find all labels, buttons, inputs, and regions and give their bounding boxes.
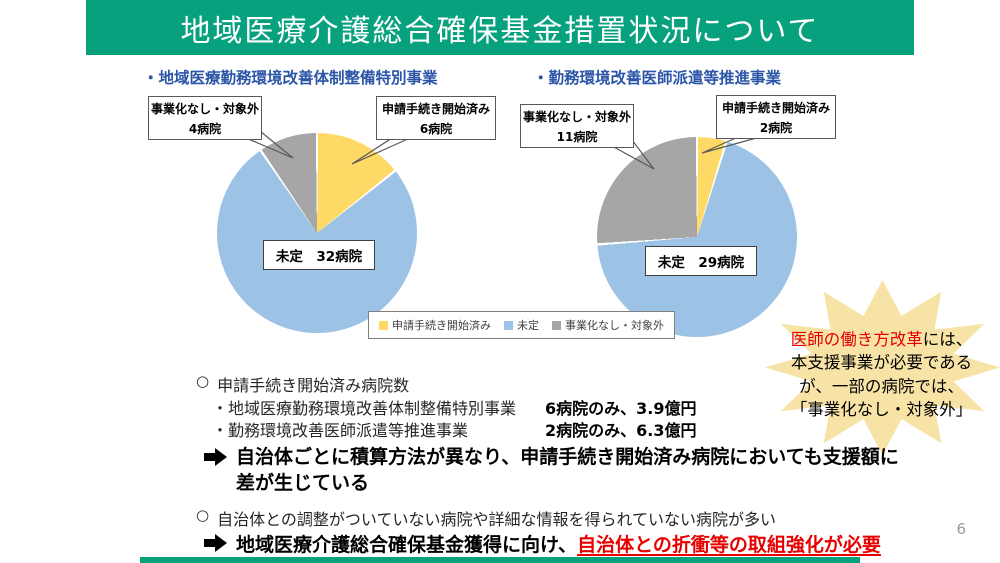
legend-item-started: 申請手続き開始済み — [379, 317, 491, 333]
bullet-coordination: ○ 自治体との調整がついていない病院や詳細な情報を得られていない病院が多い — [196, 506, 776, 530]
starburst-red-phrase: 医師の働き方改革 — [790, 330, 923, 349]
starburst-callout: 医師の働き方改革には、 本支援事業が必要である が、一部の病院では、 「事業化な… — [763, 328, 1000, 422]
legend-swatch-blue-icon — [504, 320, 513, 330]
fund-row-1: ・地域医療勤務環境改善体制整備特別事業 6病院のみ、3.9億円 — [212, 395, 696, 419]
footer-bar — [140, 557, 860, 563]
left-callout-excluded-count: 4病院 — [188, 121, 222, 136]
starburst-shape — [765, 280, 1000, 455]
left-callout-started-count: 6病院 — [419, 121, 453, 136]
starburst-after-red: には、 — [922, 330, 973, 349]
conclusion-arrow-2: 地域医療介護総合確保基金獲得に向け、自治体との折衝等の取組強化が必要 — [204, 530, 881, 557]
bullet2-text: 自治体との調整がついていない病院や詳細な情報を得られていない病院が多い — [217, 510, 776, 529]
legend-label-excluded: 事業化なし・対象外 — [565, 319, 664, 332]
left-callout-started: 申請手続き開始済み 6病院 — [376, 96, 496, 140]
fund-row-1-value: 6病院のみ、3.9億円 — [545, 399, 697, 418]
bullet-started-hospitals: ○ 申請手続き開始済み病院数 — [196, 372, 409, 396]
fund-row-1-label: ・地域医療勤務環境改善体制整備特別事業 — [212, 399, 517, 418]
legend-swatch-yellow-icon — [379, 320, 388, 330]
right-callout-excluded-label: 事業化なし・対象外 — [522, 109, 631, 124]
starburst-line3: が、一部の病院では、 — [799, 376, 964, 396]
left-callout-excluded: 事業化なし・対象外 4病院 — [148, 96, 262, 140]
starburst-line2: 本支援事業が必要である — [790, 353, 973, 373]
right-callout-excluded: 事業化なし・対象外 11病院 — [520, 104, 634, 148]
fund-row-2-label: ・勤務環境改善医師派遣等推進事業 — [212, 421, 469, 440]
legend-label-started: 申請手続き開始済み — [392, 319, 491, 332]
left-pie-center-label: 未定 32病院 — [263, 240, 375, 270]
bullet1-text: 申請手続き開始済み病院数 — [217, 376, 410, 395]
right-arrow-icon — [204, 534, 228, 552]
left-pie-chart — [217, 133, 417, 333]
page-title: 地域医療介護総合確保基金措置状況について — [180, 13, 820, 49]
right-callout-started-count: 2病院 — [759, 120, 793, 135]
circle-bullet-icon: ○ — [196, 372, 210, 390]
fund-row-2-value: 2病院のみ、6.3億円 — [545, 421, 697, 440]
starburst-line4: 「事業化なし・対象外」 — [790, 400, 973, 420]
right-pie-chart — [597, 137, 797, 337]
right-callout-started: 申請手続き開始済み 2病院 — [716, 95, 836, 139]
left-chart-heading: ・地域医療勤務環境改善体制整備特別事業 — [143, 69, 438, 87]
right-callout-started-label: 申請手続き開始済み — [721, 100, 830, 115]
page-number: 6 — [956, 520, 966, 538]
pie-legend: 申請手続き開始済み 未定 事業化なし・対象外 — [368, 311, 675, 339]
arrow1-text: 自治体ごとに積算方法が異なり、申請手続き開始済み病院においても支援額に差が生じて… — [236, 446, 899, 495]
conclusion-arrow-1: 自治体ごとに積算方法が異なり、申請手続き開始済み病院においても支援額に差が生じて… — [204, 444, 904, 496]
legend-swatch-gray-icon — [552, 320, 561, 330]
legend-item-excluded: 事業化なし・対象外 — [552, 317, 664, 333]
legend-label-undecided: 未定 — [517, 319, 539, 332]
arrow2-red-part: 自治体との折衝等の取組強化が必要 — [577, 534, 881, 556]
right-callout-excluded-count: 11病院 — [556, 129, 598, 144]
left-callout-started-label: 申請手続き開始済み — [381, 101, 490, 116]
arrow2-text: 地域医療介護総合確保基金獲得に向け、自治体との折衝等の取組強化が必要 — [236, 530, 881, 557]
legend-item-undecided: 未定 — [504, 317, 539, 333]
circle-bullet-icon: ○ — [196, 506, 210, 524]
arrow2-black-part: 地域医療介護総合確保基金獲得に向け、 — [236, 534, 578, 556]
left-callout-excluded-label: 事業化なし・対象外 — [150, 101, 259, 116]
fund-row-2: ・勤務環境改善医師派遣等推進事業 2病院のみ、6.3億円 — [212, 417, 696, 441]
header-bar: 地域医療介護総合確保基金措置状況について — [86, 0, 914, 55]
right-chart-heading: ・勤務環境改善医師派遣等推進事業 — [533, 69, 782, 87]
right-pie-center-label: 未定 29病院 — [645, 246, 757, 276]
right-arrow-icon — [204, 448, 228, 466]
